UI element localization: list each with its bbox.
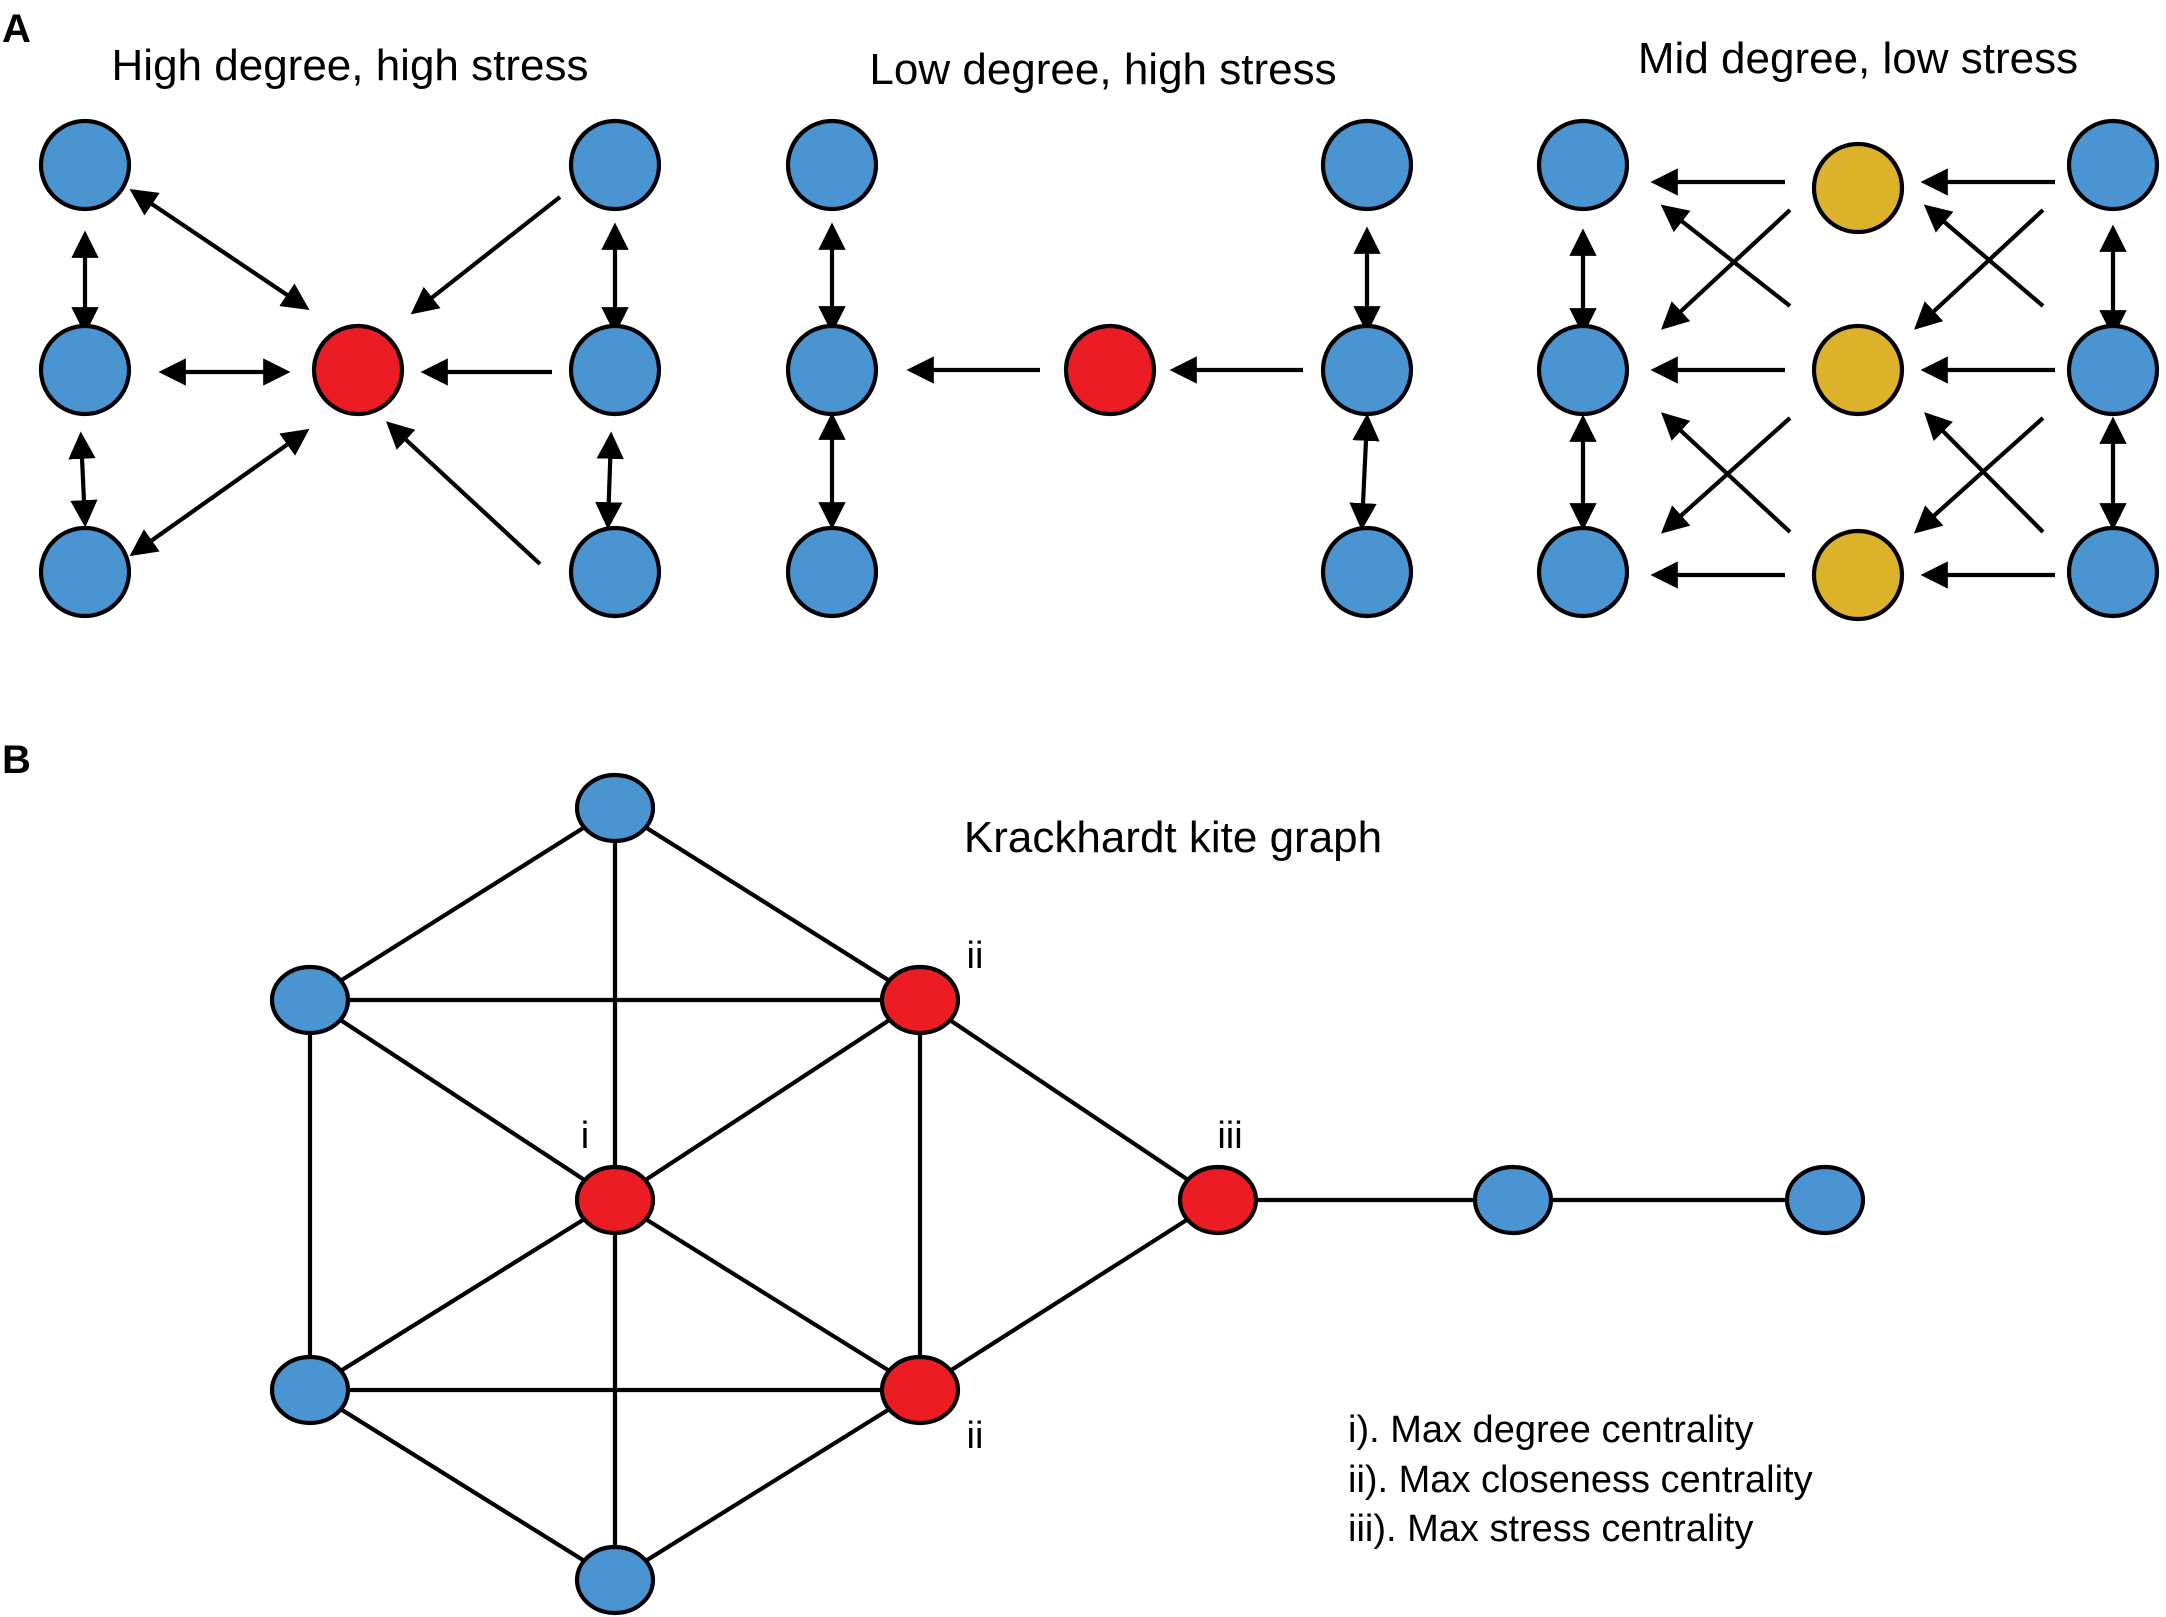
legend-item-stress: iii). Max stress centrality [1348,1508,1753,1550]
network-node [1320,323,1414,417]
graph-node [1784,1164,1866,1236]
network-node [785,118,879,212]
kite-graph [269,772,1866,1616]
network-node [1320,525,1414,619]
graph-edge [918,998,1220,1202]
network-node [785,525,879,619]
network-node [1536,525,1630,619]
node-tag-ii-bottom: ii [967,1415,984,1457]
directed-edge [1660,416,1792,534]
node-tag-ii-top: ii [967,935,984,977]
highlighted-node [311,323,405,417]
node-tag-i: i [581,1115,589,1157]
directed-edge [410,195,562,315]
graph-edge [918,1198,1220,1392]
graph-edge [613,998,922,1202]
network-node [2066,118,2160,212]
legend-item-closeness: ii). Max closeness centrality [1348,1459,1813,1501]
central-node [574,1164,656,1236]
directed-edge [129,188,310,311]
intermediate-node [1811,528,1905,622]
directed-edge [1660,208,1792,330]
graph-edge [308,1198,617,1392]
network-node [1536,118,1630,212]
panel-a-network-diagrams [38,118,2160,622]
network-node [2066,323,2160,417]
network-node [568,118,662,212]
network-node [1536,323,1630,417]
network-node [38,323,132,417]
network-node [1320,118,1414,212]
central-node [879,964,961,1036]
directed-edge [1924,412,2045,534]
directed-edge [68,431,98,528]
panel-a-title-2: Low degree, high stress [869,45,1336,94]
network-node [785,323,879,417]
highlighted-node [1063,323,1157,417]
central-node [879,1354,961,1426]
directed-edge [385,421,542,566]
node-tag-iii: iii [1217,1115,1242,1157]
intermediate-node [1811,323,1905,417]
intermediate-node [1811,141,1905,235]
directed-edge [129,428,310,557]
network-node [568,525,662,619]
graph-edge [308,806,617,1002]
directed-edge [1660,204,1792,308]
panel-a-title-1: High degree, high stress [112,41,589,90]
panel-b-label: B [2,738,31,782]
directed-edge [1349,413,1380,531]
graph-edge [613,806,922,1002]
graph-node [1472,1164,1554,1236]
directed-edge [595,431,624,530]
graph-node [269,1354,351,1426]
graph-node [269,964,351,1036]
graph-edge [613,1198,922,1392]
graph-node [574,772,656,844]
directed-edge [1913,208,2045,330]
panel-a-title-3: Mid degree, low stress [1638,34,2078,83]
graph-edge [308,998,617,1202]
directed-edge [1923,204,2045,308]
kite-graph-title: Krackhardt kite graph [964,813,1382,862]
graph-node [574,1544,656,1616]
graph-edge [308,1388,617,1582]
network-node [2066,525,2160,619]
network-node [568,323,662,417]
panel-a-label: A [2,7,31,51]
directed-edge [1913,416,2045,534]
legend-item-degree: i). Max degree centrality [1348,1409,1754,1451]
network-node [38,118,132,212]
network-node [38,525,132,619]
central-node [1177,1164,1259,1236]
graph-edge [613,1388,922,1582]
